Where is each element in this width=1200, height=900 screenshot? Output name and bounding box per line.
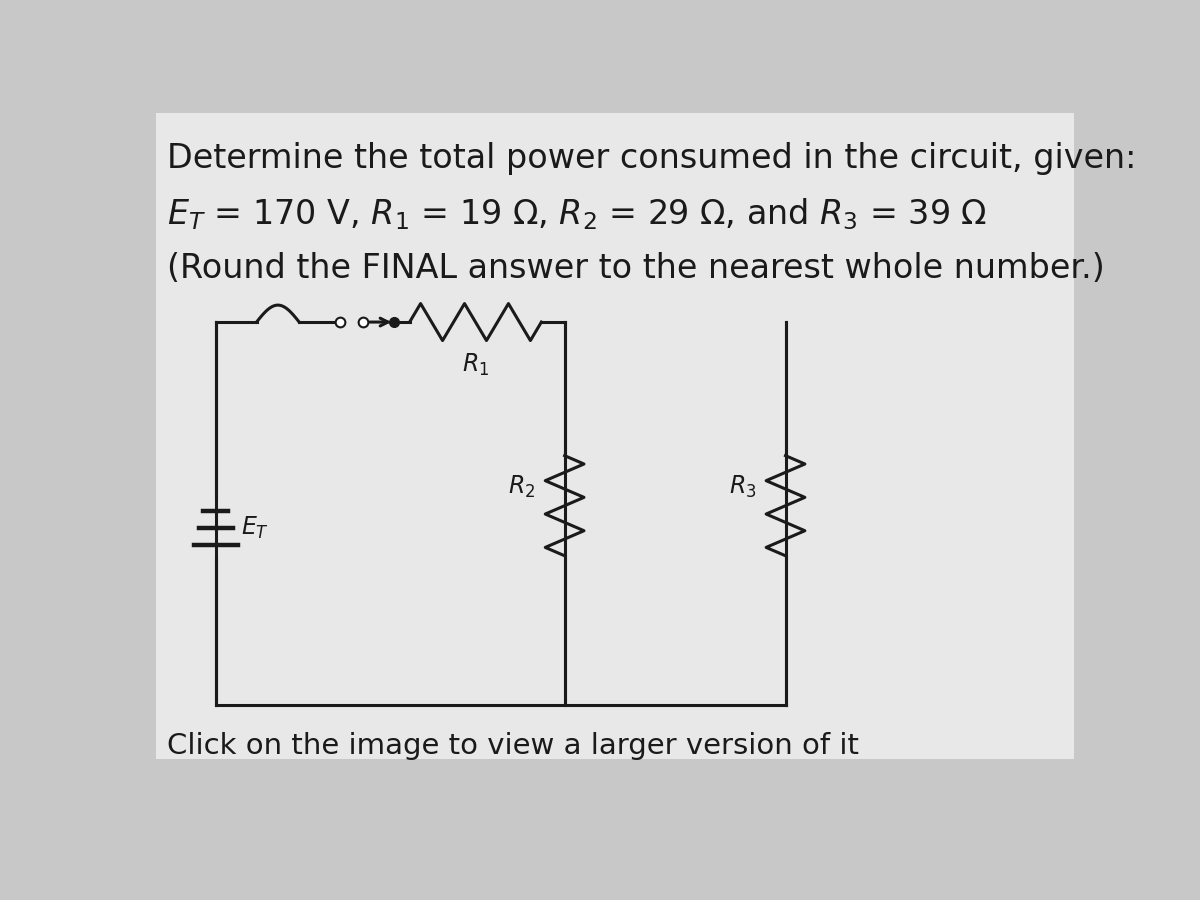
Text: Click on the image to view a larger version of it: Click on the image to view a larger vers… [167,732,859,760]
Text: (Round the FINAL answer to the nearest whole number.): (Round the FINAL answer to the nearest w… [167,252,1105,284]
FancyBboxPatch shape [156,113,1074,759]
Text: $R_3$: $R_3$ [728,473,756,500]
Text: $R_1$: $R_1$ [462,351,490,377]
Text: Determine the total power consumed in the circuit, given:: Determine the total power consumed in th… [167,141,1136,175]
Text: $E_T$ = 170 V, $R_1$ = 19 Ω, $R_2$ = 29 Ω, and $R_3$ = 39 Ω: $E_T$ = 170 V, $R_1$ = 19 Ω, $R_2$ = 29 … [167,196,988,232]
Text: $R_2$: $R_2$ [508,473,535,500]
Text: $E_T$: $E_T$ [241,515,269,541]
